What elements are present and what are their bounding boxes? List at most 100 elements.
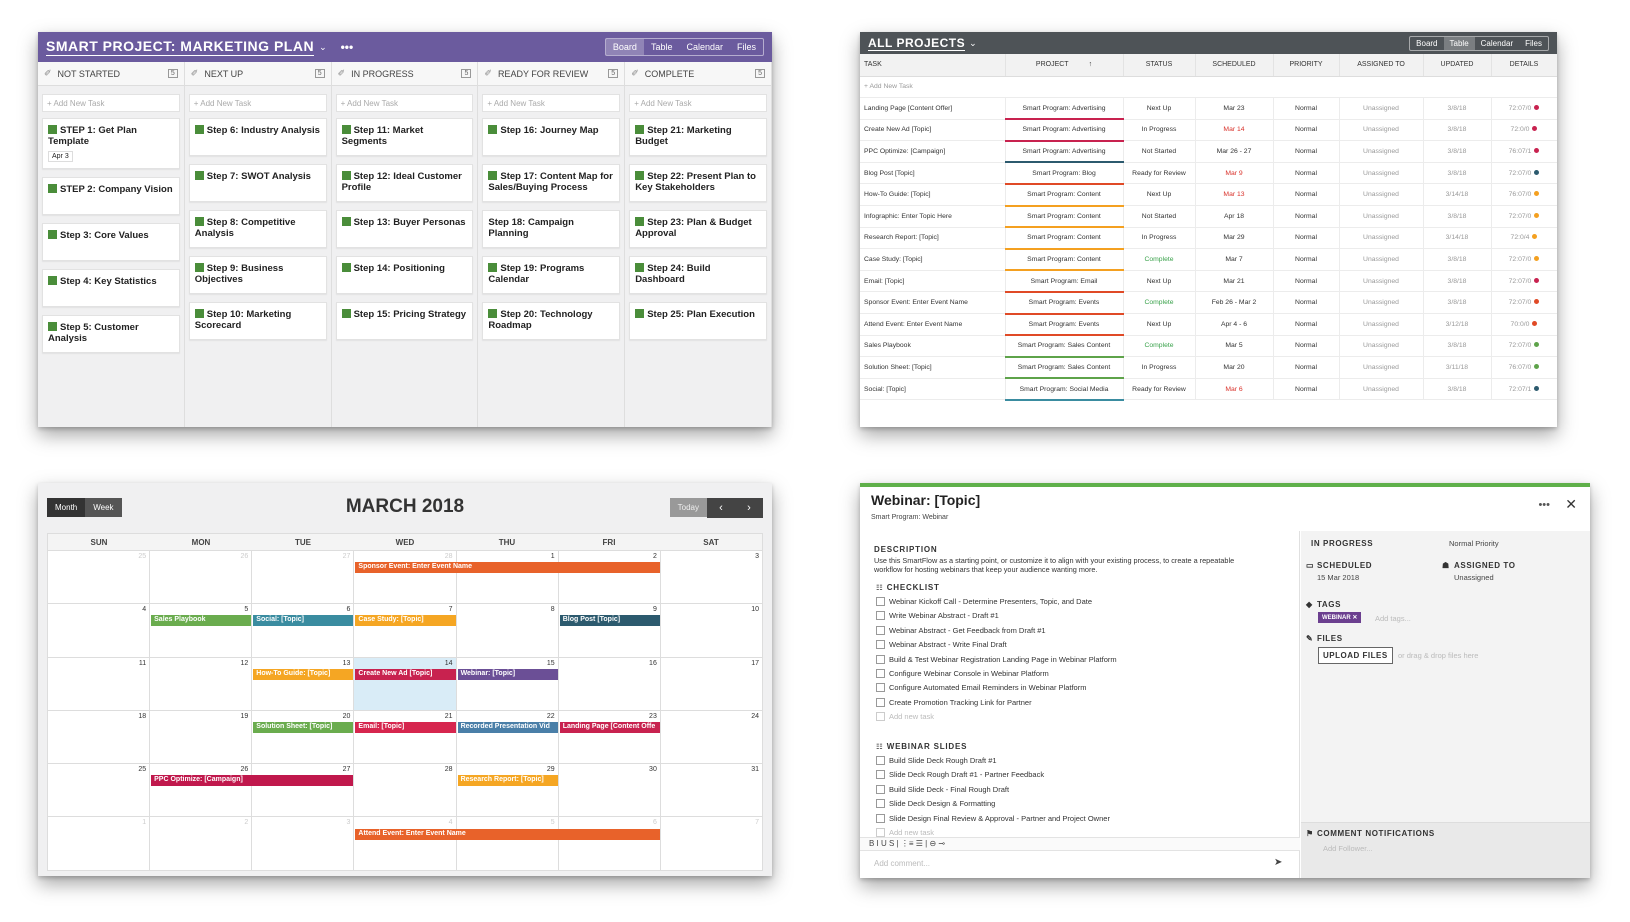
priority-cell[interactable]: Normal bbox=[1273, 270, 1340, 293]
scheduled-cell[interactable]: Mar 26 - 27 bbox=[1195, 140, 1274, 163]
details-cell[interactable]: 72:0/0 bbox=[1491, 119, 1557, 142]
checklist-item[interactable]: Slide Deck Rough Draft #1 - Partner Feed… bbox=[876, 768, 1110, 782]
scheduled-cell[interactable]: Mar 14 bbox=[1195, 119, 1274, 142]
day-cell[interactable]: 14 bbox=[354, 657, 457, 710]
calendar-event[interactable]: Case Study: [Topic] bbox=[355, 615, 456, 627]
checklist-item[interactable]: Webinar Kickoff Call - Determine Present… bbox=[876, 594, 1117, 608]
task-cell[interactable]: Sponsor Event: Enter Event Name bbox=[860, 291, 1006, 315]
day-cell[interactable]: 18 bbox=[48, 710, 151, 764]
project-cell[interactable]: Smart Program: Events bbox=[1005, 313, 1124, 337]
task-card[interactable]: Step 9: Business Objectives bbox=[188, 256, 327, 294]
day-cell[interactable]: 4 bbox=[48, 604, 151, 657]
scheduled-cell[interactable]: Apr 4 - 6 bbox=[1195, 313, 1274, 336]
checkbox[interactable] bbox=[876, 813, 885, 823]
task-cell[interactable]: Email: [Topic] bbox=[860, 270, 1006, 293]
task-cell[interactable]: How-To Guide: [Topic] bbox=[860, 183, 1006, 207]
column-header[interactable]: SCHEDULED bbox=[1195, 54, 1274, 77]
task-card[interactable]: Step 6: Industry Analysis bbox=[188, 118, 327, 156]
add-checklist-task[interactable]: Add new task bbox=[876, 710, 1117, 724]
calendar-event[interactable]: PPC Optimize: [Campaign] bbox=[151, 775, 354, 787]
task-card[interactable]: Step 18: Campaign Planning bbox=[482, 210, 621, 248]
calendar-event[interactable]: Research Report: [Topic] bbox=[457, 775, 558, 787]
tab-calendar[interactable]: Calendar bbox=[686, 42, 723, 52]
status-cell[interactable]: Ready for Review bbox=[1123, 378, 1196, 401]
week-button[interactable]: Week bbox=[85, 498, 122, 517]
status-cell[interactable]: Complete bbox=[1123, 291, 1196, 315]
task-card[interactable]: Step 11: Market Segments bbox=[335, 118, 474, 156]
day-cell[interactable]: 16 bbox=[559, 657, 661, 710]
details-cell[interactable]: 72:07/0 bbox=[1491, 270, 1557, 293]
tab-files[interactable]: Files bbox=[736, 42, 756, 52]
send-icon[interactable]: ➤ bbox=[1274, 857, 1283, 868]
details-cell[interactable]: 72:07/0 bbox=[1491, 205, 1557, 228]
day-cell[interactable]: 7 bbox=[661, 817, 763, 870]
checkbox[interactable] bbox=[876, 784, 885, 794]
status-cell[interactable]: Complete bbox=[1123, 335, 1196, 358]
assigned-cell[interactable]: Unassigned bbox=[1339, 313, 1424, 336]
task-card[interactable]: Step 17: Content Map for Sales/Buying Pr… bbox=[482, 164, 621, 202]
task-card[interactable]: Step 19: Programs Calendar bbox=[482, 256, 621, 294]
task-card[interactable]: Step 3: Core Values bbox=[42, 223, 180, 261]
day-cell[interactable]: 25 bbox=[48, 764, 151, 817]
add-task-input[interactable]: + Add New Task bbox=[188, 94, 327, 112]
project-title[interactable]: SMART PROJECT: MARKETING PLAN bbox=[46, 38, 315, 56]
column-header[interactable]: STATUS bbox=[1123, 54, 1196, 77]
status-cell[interactable]: Next Up bbox=[1123, 97, 1196, 120]
calendar-event[interactable]: Recorded Presentation Vid bbox=[457, 721, 558, 733]
project-cell[interactable]: Smart Program: Email bbox=[1005, 270, 1124, 293]
task-card[interactable]: Step 13: Buyer Personas bbox=[335, 210, 474, 248]
details-cell[interactable]: 70:0/0 bbox=[1491, 313, 1557, 336]
column-header[interactable]: DETAILS bbox=[1491, 54, 1557, 77]
sort-arrow-icon[interactable]: ↑ bbox=[1088, 61, 1093, 69]
checklist-item[interactable]: Webinar Abstract - Get Feedback from Dra… bbox=[876, 623, 1117, 637]
scheduled-cell[interactable]: Mar 7 bbox=[1195, 248, 1274, 271]
checkbox[interactable] bbox=[876, 611, 885, 621]
day-cell[interactable]: 30 bbox=[559, 764, 661, 817]
calendar-event[interactable]: Webinar: [Topic] bbox=[457, 668, 558, 680]
checkbox[interactable] bbox=[876, 683, 885, 693]
pin-icon[interactable]: ✐ bbox=[44, 68, 52, 78]
add-task-input[interactable]: + Add New Task bbox=[860, 76, 1557, 99]
day-cell[interactable]: 4 bbox=[354, 817, 457, 870]
checkbox[interactable] bbox=[876, 669, 885, 679]
status-cell[interactable]: Ready for Review bbox=[1123, 162, 1196, 185]
task-cell[interactable]: Sales Playbook bbox=[860, 335, 1006, 358]
project-cell[interactable]: Smart Program: Advertising bbox=[1005, 140, 1124, 164]
task-cell[interactable]: Social: [Topic] bbox=[860, 378, 1006, 401]
calendar-event[interactable]: Blog Post [Topic] bbox=[559, 615, 660, 627]
checklist-item[interactable]: Configure Webinar Console in Webinar Pla… bbox=[876, 666, 1117, 680]
details-cell[interactable]: 72:07/0 bbox=[1491, 162, 1557, 185]
project-cell[interactable]: Smart Program: Content bbox=[1005, 248, 1124, 272]
priority-cell[interactable]: Normal bbox=[1273, 183, 1340, 207]
task-card[interactable]: Step 22: Present Plan to Key Stakeholder… bbox=[629, 164, 767, 202]
day-cell[interactable]: 1 bbox=[48, 817, 151, 870]
status-cell[interactable]: Complete bbox=[1123, 248, 1196, 271]
scheduled-cell[interactable]: Mar 9 bbox=[1195, 162, 1274, 185]
scheduled-cell[interactable]: Apr 18 bbox=[1195, 205, 1274, 228]
priority-label[interactable]: Normal Priority bbox=[1449, 539, 1499, 548]
table-row[interactable]: Solution Sheet: [Topic] Smart Program: Sa… bbox=[860, 356, 1557, 380]
table-row[interactable]: How-To Guide: [Topic] Smart Program: Cont… bbox=[860, 183, 1557, 207]
task-cell[interactable]: Case Study: [Topic] bbox=[860, 248, 1006, 271]
close-icon[interactable]: ✕ bbox=[1565, 496, 1577, 512]
details-cell[interactable]: 76:07/0 bbox=[1491, 356, 1557, 379]
day-cell[interactable]: 27 bbox=[252, 764, 355, 817]
status-label[interactable]: IN PROGRESS bbox=[1311, 539, 1374, 548]
table-row[interactable]: Infographic: Enter Topic Here Smart Progr… bbox=[860, 205, 1557, 229]
tab-board[interactable]: Board bbox=[1416, 38, 1438, 48]
project-cell[interactable]: Smart Program: Social Media bbox=[1005, 378, 1124, 401]
task-card[interactable]: Step 5: Customer Analysis bbox=[42, 315, 180, 353]
column-header[interactable]: PRIORITY bbox=[1273, 54, 1340, 77]
checkbox[interactable] bbox=[876, 799, 885, 809]
priority-cell[interactable]: Normal bbox=[1273, 140, 1340, 163]
chevron-left-icon[interactable]: ‹ bbox=[719, 502, 723, 514]
day-cell[interactable]: 10 bbox=[661, 604, 763, 657]
table-row[interactable]: PPC Optimize: [Campaign] Smart Program: A… bbox=[860, 140, 1557, 164]
column-header[interactable]: ASSIGNED TO bbox=[1339, 54, 1424, 77]
pin-icon[interactable]: ✐ bbox=[337, 68, 346, 78]
task-card[interactable]: Step 16: Journey Map bbox=[482, 118, 621, 156]
table-row[interactable]: Sales Playbook Smart Program: Sales Conte… bbox=[860, 335, 1557, 358]
assigned-cell[interactable]: Unassigned bbox=[1339, 356, 1424, 379]
month-button[interactable]: Month bbox=[47, 498, 86, 517]
drop-zone-hint[interactable]: or drag & drop files here bbox=[1398, 651, 1479, 660]
